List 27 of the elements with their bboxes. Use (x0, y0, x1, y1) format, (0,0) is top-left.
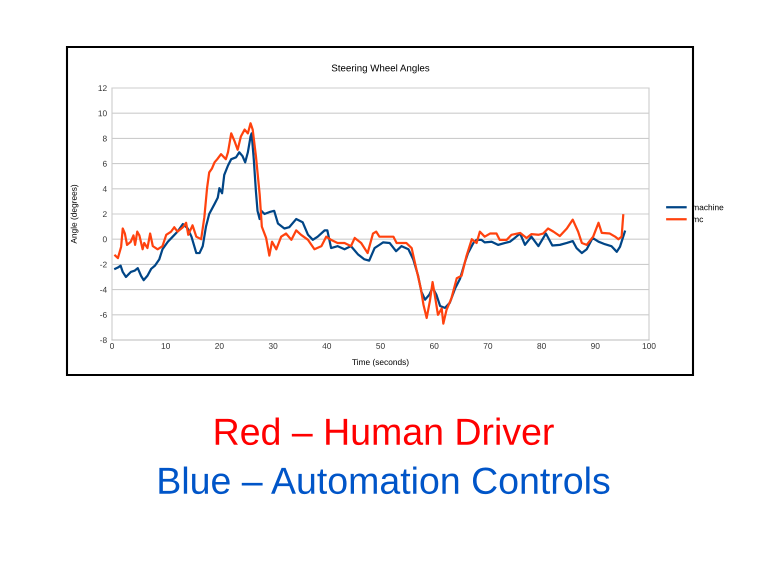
chart-title: Steering Wheel Angles (332, 64, 430, 74)
y-tick-label: 0 (102, 236, 107, 242)
x-tick-label: 0 (110, 343, 114, 349)
y-tick-label: 10 (98, 110, 107, 116)
x-tick-label: 90 (591, 343, 600, 349)
y-tick-label: -4 (100, 286, 107, 293)
y-tick-label: -6 (100, 312, 107, 318)
text: Blue – Automation Controls (159, 466, 610, 494)
y-axis-title: Angle (degrees) (70, 184, 78, 244)
y-tick-label: 12 (98, 85, 107, 92)
x-tick-label: 100 (642, 343, 656, 349)
x-tick-label: 10 (162, 343, 170, 349)
y-tick-label: -8 (100, 337, 107, 344)
y-tick-label: 6 (102, 160, 107, 167)
x-tick-label: 30 (268, 343, 278, 349)
y-tick-label: 8 (102, 136, 107, 142)
x-tick-label: 60 (430, 343, 439, 349)
x-tick-label: 70 (484, 343, 492, 349)
x-tick-label: 40 (322, 343, 332, 349)
x-axis-title: Time (seconds) (352, 358, 409, 367)
x-tick-label: 80 (537, 343, 546, 349)
text: Red – Human Driver (216, 418, 554, 446)
x-tick-label: 20 (215, 343, 224, 349)
y-tick-label: -2 (100, 262, 107, 268)
x-tick-label: 50 (376, 343, 385, 349)
y-tick-label: 4 (102, 186, 107, 192)
y-tick-label: 2 (102, 211, 107, 218)
